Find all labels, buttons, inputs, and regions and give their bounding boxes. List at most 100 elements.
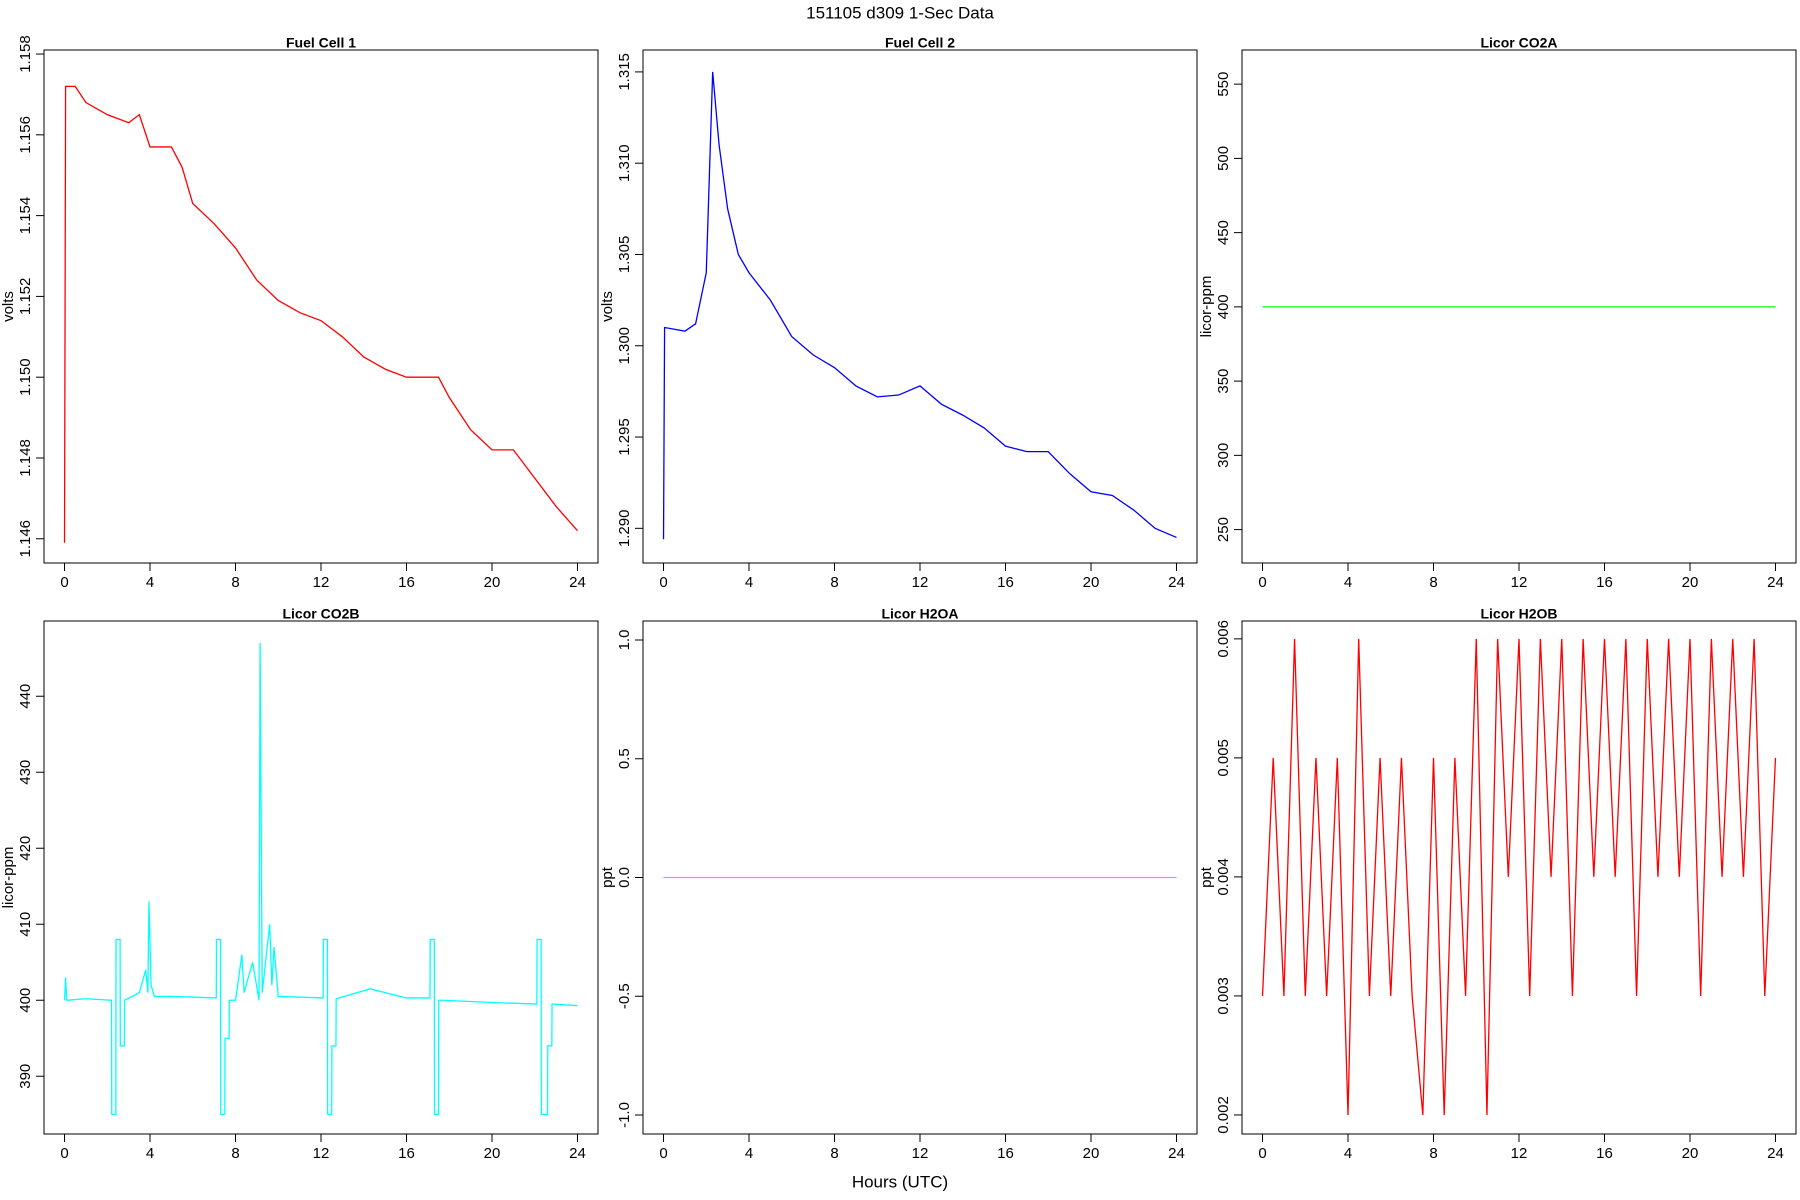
x-tick-label: 20 (1682, 574, 1699, 591)
x-tick-label: 4 (1344, 574, 1352, 591)
x-tick-label: 0 (659, 574, 667, 591)
x-tick-label: 0 (659, 1145, 667, 1162)
x-tick-label: 16 (1596, 574, 1613, 591)
data-line (1261, 638, 1777, 1116)
x-tick-label: 20 (1083, 574, 1100, 591)
y-tick-label: 440 (17, 684, 34, 709)
x-tick-label: 24 (569, 574, 586, 591)
y-axis-label: ppt (1198, 866, 1215, 888)
y-tick-label: 550 (1215, 72, 1232, 97)
y-tick-label: 0.004 (1215, 858, 1232, 896)
x-tick-label: 16 (398, 574, 415, 591)
y-tick-label: 400 (1215, 294, 1232, 319)
x-tick-label: 24 (1168, 1145, 1185, 1162)
y-axis-label: volts (599, 291, 616, 322)
panel-title: Licor H2OB (1480, 606, 1557, 622)
y-tick-label: 430 (17, 760, 34, 785)
x-tick-label: 16 (398, 1145, 415, 1162)
x-tick-label: 12 (1511, 1145, 1528, 1162)
y-tick-label: 0.003 (1215, 977, 1232, 1015)
y-tick-label: 390 (17, 1064, 34, 1089)
y-tick-label: 1.156 (17, 116, 34, 154)
x-tick-label: 0 (60, 1145, 68, 1162)
x-tick-label: 12 (912, 1145, 929, 1162)
x-tick-label: 8 (830, 574, 838, 591)
y-tick-label: 1.158 (17, 35, 34, 73)
y-axis-label: licor-ppm (0, 847, 17, 909)
x-tick-label: 8 (231, 574, 239, 591)
x-tick-label: 16 (997, 1145, 1014, 1162)
y-tick-label: 1.0 (616, 630, 633, 651)
x-tick-label: 8 (830, 1145, 838, 1162)
x-tick-label: 24 (1767, 1145, 1784, 1162)
y-tick-label: 410 (17, 912, 34, 937)
y-axis-label: ppt (599, 866, 616, 888)
x-tick-label: 0 (1258, 574, 1266, 591)
x-tick-label: 12 (313, 574, 330, 591)
y-tick-label: 0.5 (616, 748, 633, 769)
y-tick-label: 1.315 (616, 53, 633, 91)
y-tick-label: -1.0 (616, 1102, 633, 1128)
y-tick-label: 250 (1215, 517, 1232, 542)
data-line (63, 643, 578, 1115)
y-tick-label: 0.006 (1215, 620, 1232, 658)
x-tick-label: 0 (1258, 1145, 1266, 1162)
x-tick-label: 8 (231, 1145, 239, 1162)
x-tick-label: 20 (1083, 1145, 1100, 1162)
y-tick-label: 1.152 (17, 278, 34, 316)
y-tick-label: 1.148 (17, 439, 34, 477)
panel-title: Licor CO2B (282, 606, 359, 622)
y-tick-label: 1.305 (616, 236, 633, 274)
x-tick-label: 4 (146, 574, 154, 591)
y-tick-label: 350 (1215, 369, 1232, 394)
x-tick-label: 4 (146, 1145, 154, 1162)
y-tick-label: 0.005 (1215, 739, 1232, 777)
y-tick-label: 300 (1215, 443, 1232, 468)
x-tick-label: 0 (60, 574, 68, 591)
x-tick-label: 4 (745, 1145, 753, 1162)
y-axis-label: licor-ppm (1198, 276, 1215, 338)
y-tick-label: -0.5 (616, 983, 633, 1009)
x-tick-label: 20 (484, 574, 501, 591)
y-tick-label: 1.146 (17, 520, 34, 558)
x-tick-label: 8 (1429, 1145, 1437, 1162)
x-tick-label: 20 (1682, 1145, 1699, 1162)
page-title: 151105 d309 1-Sec Data (806, 3, 994, 22)
panel-title: Fuel Cell 1 (286, 35, 356, 51)
x-tick-label: 16 (1596, 1145, 1613, 1162)
plot-frame (1241, 620, 1797, 1135)
y-axis-label: volts (0, 291, 17, 322)
panel-title: Licor H2OA (881, 606, 958, 622)
x-tick-label: 4 (745, 574, 753, 591)
x-tick-label: 24 (1767, 574, 1784, 591)
x-tick-label: 8 (1429, 574, 1437, 591)
panel-title: Fuel Cell 2 (885, 35, 955, 51)
y-tick-label: 450 (1215, 220, 1232, 245)
x-tick-label: 24 (1168, 574, 1185, 591)
x-tick-label: 16 (997, 574, 1014, 591)
x-tick-label: 20 (484, 1145, 501, 1162)
y-tick-label: 500 (1215, 146, 1232, 171)
y-tick-label: 0.0 (616, 867, 633, 888)
x-axis-label: Hours (UTC) (852, 1172, 948, 1191)
plot-frame (43, 49, 599, 564)
data-line (63, 85, 578, 543)
x-tick-label: 24 (569, 1145, 586, 1162)
x-tick-label: 12 (1511, 574, 1528, 591)
y-tick-label: 400 (17, 988, 34, 1013)
data-line (662, 71, 1177, 540)
y-tick-label: 1.300 (616, 327, 633, 365)
y-tick-label: 420 (17, 836, 34, 861)
y-tick-label: 1.310 (616, 144, 633, 182)
x-tick-label: 4 (1344, 1145, 1352, 1162)
plot-frame (43, 620, 599, 1135)
y-tick-label: 1.154 (17, 197, 34, 235)
y-tick-label: 1.150 (17, 358, 34, 396)
x-tick-label: 12 (313, 1145, 330, 1162)
y-tick-label: 1.290 (616, 510, 633, 548)
plot-frame (642, 49, 1198, 564)
y-tick-label: 1.295 (616, 418, 633, 456)
panel-title: Licor CO2A (1480, 35, 1557, 51)
x-tick-label: 12 (912, 574, 929, 591)
